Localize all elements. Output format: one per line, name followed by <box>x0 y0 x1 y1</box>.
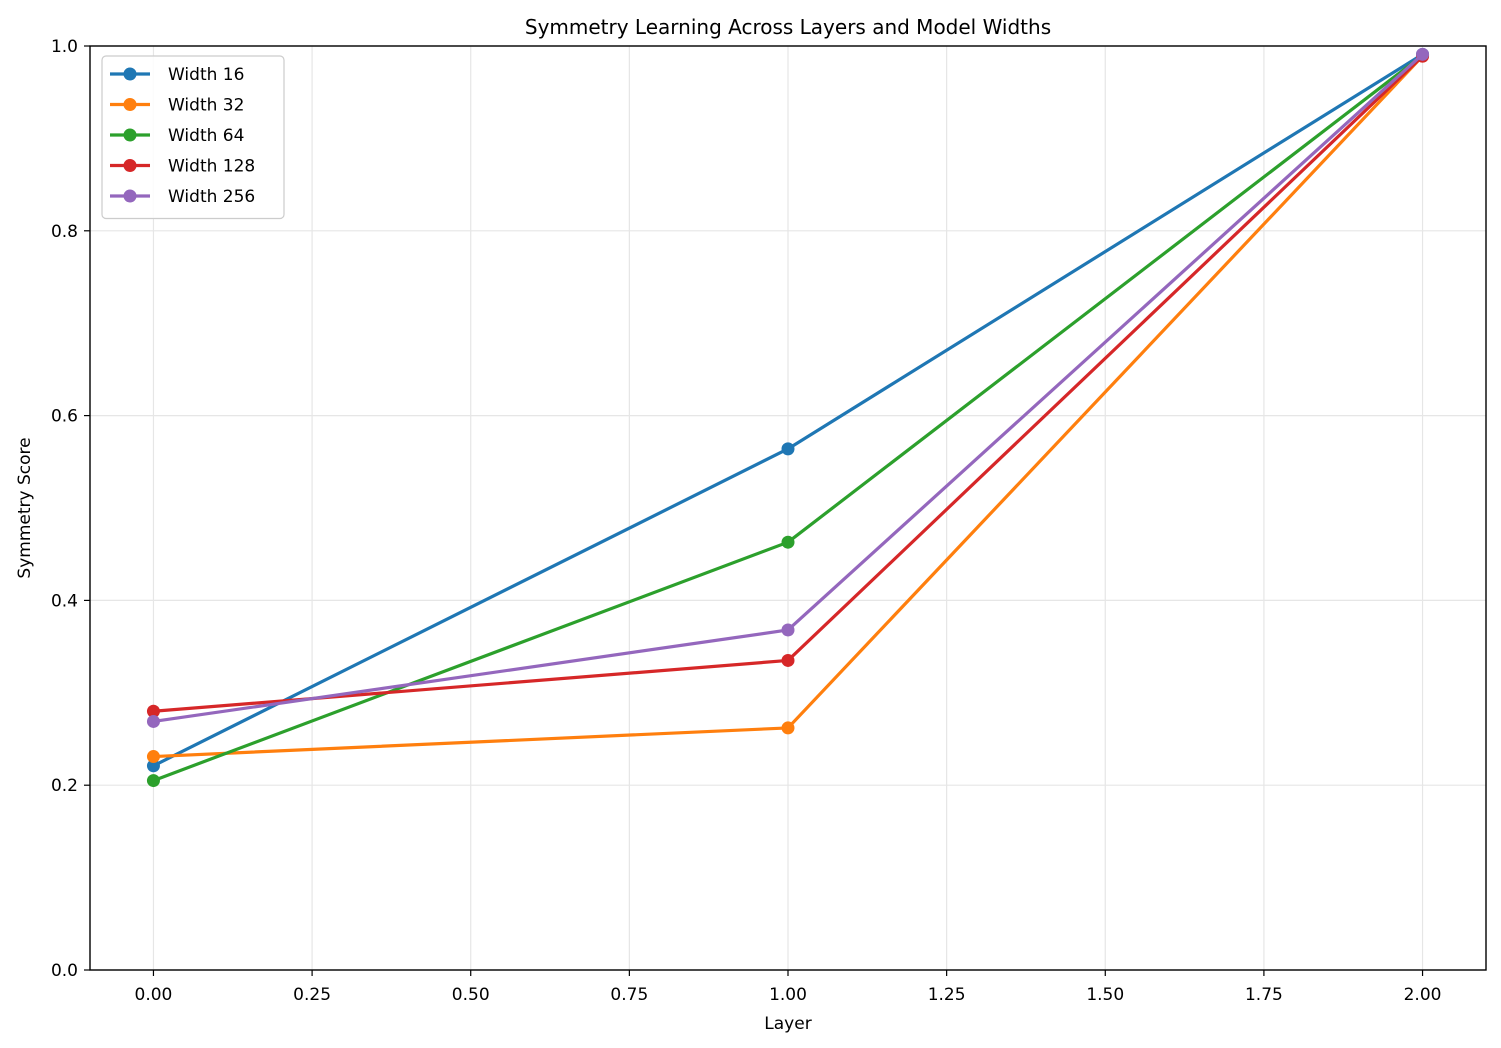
legend[interactable]: Width 16 Width 32 Width 64 Width 128 Width 2… <box>101 55 285 220</box>
x-tick-label-0: 0.00 <box>135 985 173 1005</box>
data-point-4-1 <box>781 623 795 637</box>
data-point-2-0 <box>146 774 160 788</box>
series-layer <box>146 47 1430 788</box>
legend-label-1: Width 32 <box>168 96 244 116</box>
y-axis-label: Symmetry Score <box>15 437 35 578</box>
x-tick-label-2: 0.50 <box>452 985 490 1005</box>
data-point-4-0 <box>146 714 160 728</box>
data-point-3-0 <box>146 704 160 718</box>
x-tick-label-7: 1.75 <box>1245 985 1283 1005</box>
y-tick-label-2: 0.4 <box>51 591 78 611</box>
x-tick-label-1: 0.25 <box>293 985 331 1005</box>
x-tick-label-3: 0.75 <box>610 985 648 1005</box>
legend-label-0: Width 16 <box>168 65 244 85</box>
y-tick-label-0: 0.0 <box>51 961 78 981</box>
legend-marker-2 <box>123 128 137 142</box>
series-4 <box>146 47 1430 728</box>
legend-item-0[interactable]: Width 16 <box>110 65 244 85</box>
legend-marker-1 <box>123 98 137 111</box>
legend-item-3[interactable]: Width 128 <box>110 157 255 177</box>
legend-item-1[interactable]: Width 32 <box>110 96 244 116</box>
y-tick-label-4: 0.8 <box>51 222 78 242</box>
data-point-0-1 <box>781 442 795 456</box>
legend-marker-3 <box>123 159 137 172</box>
legend-label-2: Width 64 <box>168 126 244 146</box>
y-tick-label-1: 0.2 <box>51 776 78 796</box>
data-point-3-1 <box>781 653 795 667</box>
data-point-2-1 <box>781 535 795 549</box>
x-tick-label-8: 2.00 <box>1404 985 1442 1005</box>
data-point-1-0 <box>146 750 160 764</box>
x-tick-label-6: 1.50 <box>1086 985 1124 1005</box>
data-point-4-2 <box>1416 47 1430 61</box>
x-tick-label-4: 1.00 <box>769 985 807 1005</box>
x-axis-ticks: 0.00 0.25 0.50 0.75 1.00 1.25 1.50 1.75 2.00 <box>135 970 1442 1005</box>
legend-item-2[interactable]: Width 64 <box>110 126 244 146</box>
data-point-1-1 <box>781 721 795 735</box>
legend-item-4[interactable]: Width 256 <box>110 187 255 207</box>
legend-label-3: Width 128 <box>168 157 255 177</box>
y-tick-label-5: 1.0 <box>51 37 78 57</box>
legend-marker-0 <box>123 67 137 81</box>
x-tick-label-5: 1.25 <box>928 985 966 1005</box>
x-axis-label: Layer <box>764 1014 811 1034</box>
legend-marker-4 <box>123 189 137 203</box>
legend-box <box>101 55 285 220</box>
y-axis-ticks: 0.0 0.2 0.4 0.6 0.8 1.0 <box>51 37 90 981</box>
data-point-0-0 <box>146 759 160 773</box>
legend-label-4: Width 256 <box>168 187 255 207</box>
chart-title: Symmetry Learning Across Layers and Mode… <box>525 15 1051 39</box>
y-tick-label-3: 0.6 <box>51 407 78 427</box>
